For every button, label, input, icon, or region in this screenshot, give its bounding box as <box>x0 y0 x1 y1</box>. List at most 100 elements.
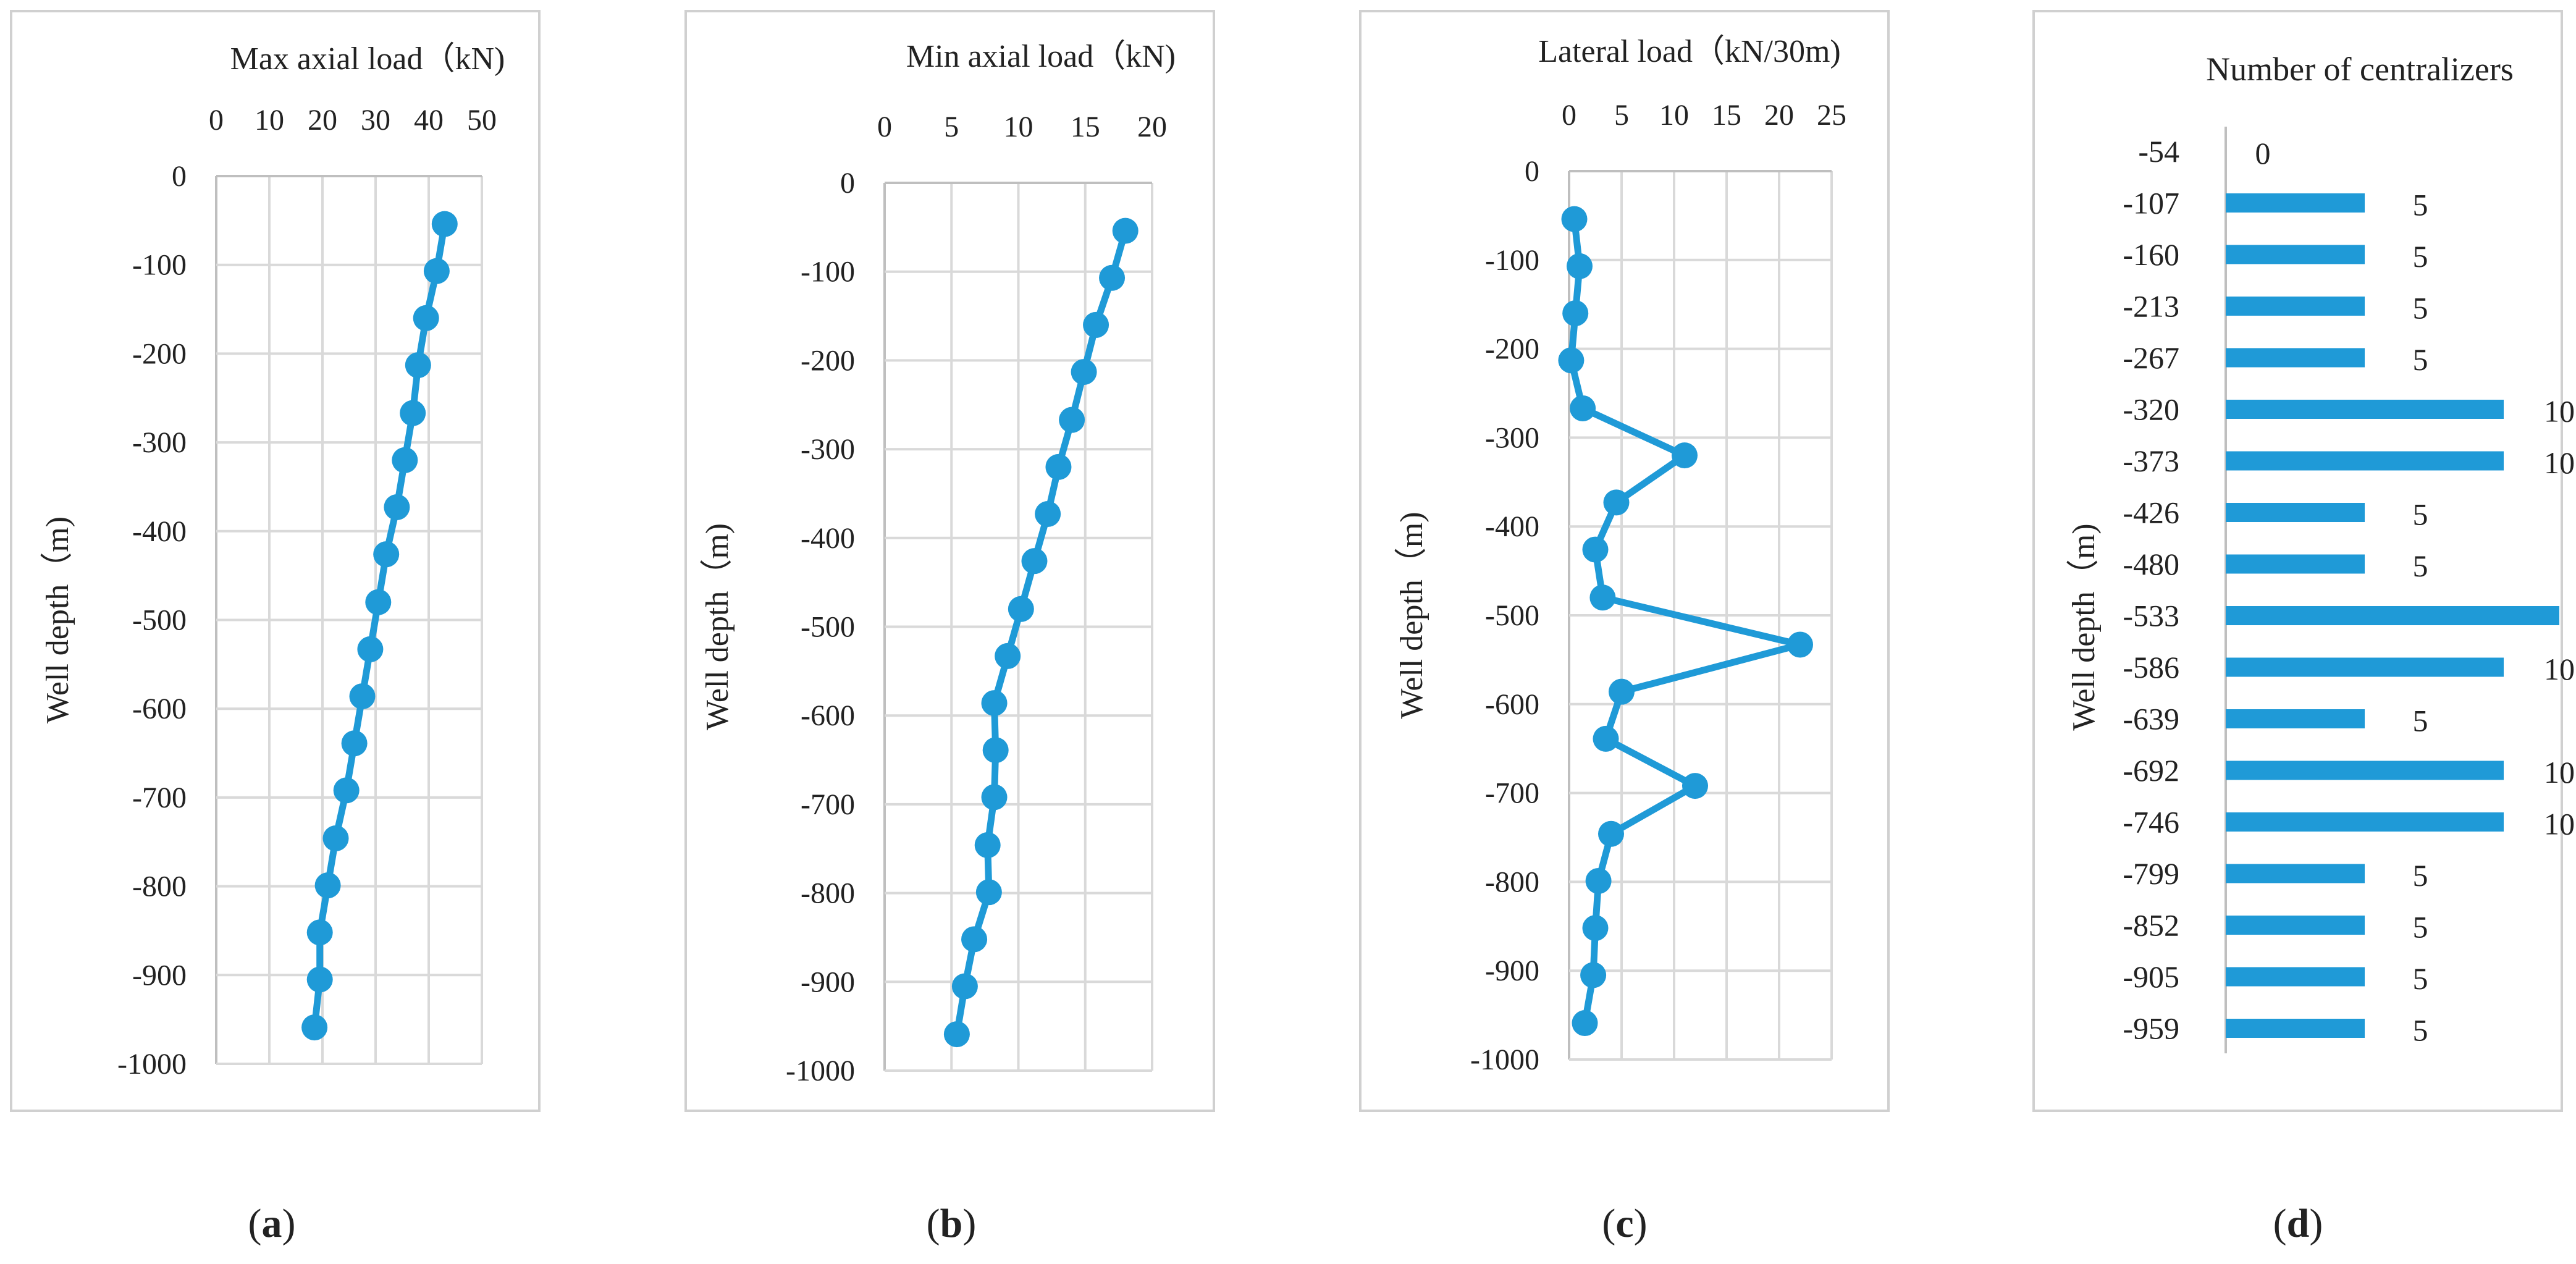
panel-letter: b <box>940 1201 963 1246</box>
x-tick-label: 20 <box>1764 99 1794 132</box>
category-label: -480 <box>2123 547 2179 581</box>
data-point <box>974 832 1001 859</box>
panel-label-b: (b) <box>927 1201 977 1246</box>
data-point <box>995 643 1021 669</box>
panel-label-c: (c) <box>1602 1201 1647 1246</box>
data-point <box>392 447 418 473</box>
data-point <box>306 966 333 993</box>
data-point <box>951 973 978 1000</box>
data-point <box>1083 311 1109 338</box>
data-point <box>1672 442 1698 469</box>
category-label: -54 <box>2138 134 2179 169</box>
y-axis-label: Well depth（m) <box>2066 523 2102 730</box>
y-tick-label: -700 <box>132 782 187 814</box>
bar <box>2226 761 2504 780</box>
data-point <box>1580 962 1607 988</box>
data-point <box>1561 206 1588 232</box>
data-point <box>373 541 400 568</box>
bar <box>2226 554 2365 574</box>
data-point <box>1609 678 1635 705</box>
y-tick-label: -900 <box>801 966 855 998</box>
data-point <box>1603 489 1630 516</box>
data-point <box>1071 359 1097 386</box>
bar <box>2226 193 2365 213</box>
bar <box>2226 916 2365 935</box>
data-point <box>982 737 1009 764</box>
data-point <box>333 777 360 804</box>
data-point <box>1045 453 1072 480</box>
data-point <box>400 400 426 426</box>
y-tick-label: -500 <box>801 611 855 644</box>
x-tick-label: 30 <box>361 104 390 137</box>
y-tick-label: -800 <box>132 870 187 903</box>
data-point <box>1021 548 1048 575</box>
x-tick-label: 50 <box>467 104 497 137</box>
x-tick-label: 0 <box>1562 99 1576 132</box>
data-point <box>322 825 349 852</box>
data-point <box>1099 264 1126 291</box>
y-tick-label: -900 <box>1485 954 1539 987</box>
y-tick-label: -400 <box>1485 510 1539 543</box>
y-tick-label: -1000 <box>1470 1043 1539 1076</box>
bar-value-label: 5 <box>2413 239 2428 274</box>
series-line-0 <box>953 227 1129 1038</box>
bar <box>2226 245 2365 264</box>
y-tick-label: -1000 <box>117 1048 187 1081</box>
panel-frame-c <box>1359 10 1890 1112</box>
y-tick-label: -100 <box>801 256 855 289</box>
y-tick-label: -800 <box>801 877 855 910</box>
data-point <box>349 683 376 710</box>
series-line-0 <box>1567 216 1804 1027</box>
bar-value-label: 10 <box>2544 445 2575 480</box>
y-tick-label: -600 <box>801 699 855 732</box>
line-chart-a: 0 10 20 30 40 50 0 -100 -200 -300 -400 -500 -600 -700… <box>40 41 505 1081</box>
data-point <box>943 1021 970 1048</box>
data-point <box>1008 596 1034 622</box>
panel-letter: d <box>2287 1201 2310 1246</box>
category-label: -959 <box>2123 1011 2179 1046</box>
data-point <box>1598 820 1624 847</box>
category-label: -213 <box>2123 289 2179 324</box>
data-point <box>1059 407 1085 433</box>
panel-letter: a <box>262 1201 282 1246</box>
data-point <box>1572 1010 1598 1037</box>
data-point <box>405 352 431 379</box>
x-tick-label: 5 <box>944 111 959 143</box>
bar-value-label: 10 <box>2544 394 2575 429</box>
y-tick-label: -100 <box>1485 244 1539 277</box>
chart-title: Lateral load（kN/30m) <box>1538 34 1841 69</box>
x-tick-label: 0 <box>877 111 892 143</box>
category-label: -107 <box>2123 186 2179 221</box>
y-axis-label: Well depth（m) <box>40 516 75 723</box>
x-tick-label: 20 <box>308 104 337 137</box>
bar <box>2226 348 2365 368</box>
y-tick-label: 0 <box>172 160 187 193</box>
data-point <box>981 784 1008 811</box>
category-label: -746 <box>2123 805 2179 840</box>
x-tick-label: 25 <box>1817 99 1846 132</box>
y-tick-label: 0 <box>1525 155 1539 188</box>
bar <box>2226 451 2504 471</box>
y-axis-label: Well depth（m) <box>1394 512 1429 718</box>
bar-value-label: 10 <box>2544 652 2575 686</box>
y-tick-label: -100 <box>132 249 187 282</box>
y-axis-label: Well depth（m) <box>700 523 735 730</box>
bar <box>2226 400 2504 419</box>
chart-title: Min axial load（kN) <box>906 39 1176 74</box>
bar <box>2226 864 2365 883</box>
category-label: -799 <box>2123 856 2179 891</box>
data-point <box>301 1014 328 1041</box>
data-point <box>1787 631 1813 658</box>
y-tick-label: -200 <box>801 344 855 377</box>
category-label: -905 <box>2123 959 2179 994</box>
bar-value-label: 5 <box>2413 961 2428 996</box>
bar-value-label: 5 <box>2413 549 2428 583</box>
bar <box>2226 503 2365 522</box>
bar-value-label: 5 <box>2413 342 2428 377</box>
bar <box>2226 1019 2365 1038</box>
bar-value-label: 5 <box>2413 910 2428 945</box>
x-tick-label: 20 <box>1137 111 1167 143</box>
data-point <box>1570 395 1596 421</box>
y-tick-label: -300 <box>801 433 855 466</box>
category-label: -160 <box>2123 237 2179 272</box>
